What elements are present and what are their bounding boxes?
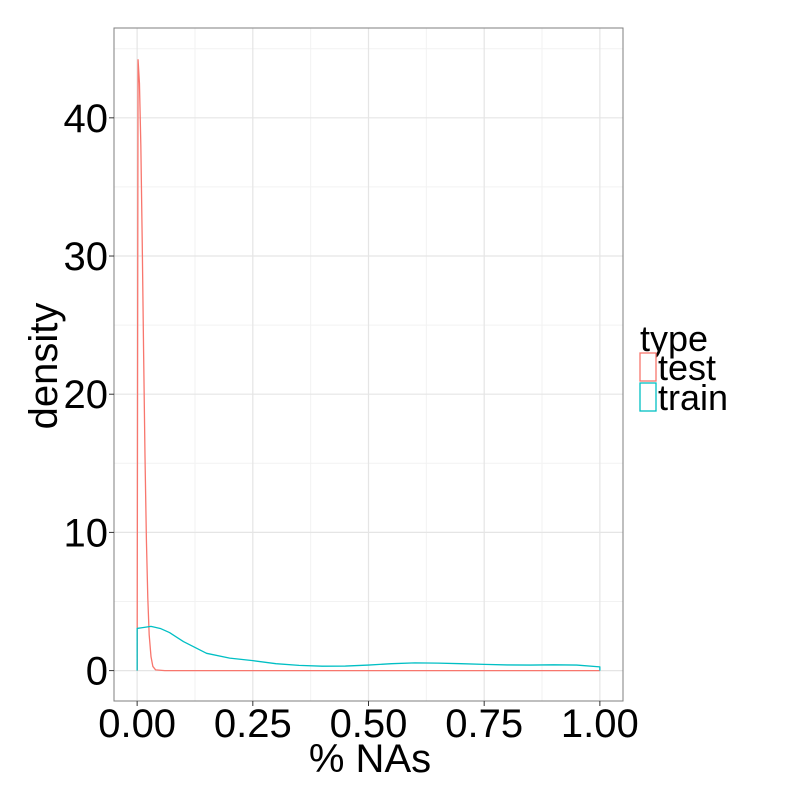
x-tick-label: 1.00 (561, 702, 639, 746)
axis-ticks: 0.00 0.25 0.50 0.75 1.00 0 10 20 30 40 (64, 97, 639, 746)
x-tick-label: 0.00 (98, 702, 176, 746)
y-tick-label: 30 (64, 235, 109, 279)
x-tick-label: 0.25 (214, 702, 292, 746)
y-tick-label: 40 (64, 97, 109, 141)
y-tick-label: 0 (86, 650, 108, 694)
legend-item-train: train (639, 377, 728, 418)
legend-key-train (639, 382, 657, 412)
density-curves (136, 59, 601, 672)
x-axis-title: % NAs (309, 737, 431, 781)
legend-label-test: test (658, 347, 716, 388)
y-tick-label: 20 (64, 373, 109, 417)
legend-title: type (640, 318, 708, 359)
legend-label-train: train (658, 377, 728, 418)
x-tick-label: 0.75 (445, 702, 523, 746)
legend-key-test (639, 352, 657, 382)
y-tick-label: 10 (64, 511, 109, 555)
y-axis-title: density (22, 303, 66, 430)
x-tick-label: 0.50 (330, 702, 408, 746)
series-line-train (136, 625, 601, 671)
legend-item-test: test (639, 347, 716, 388)
series-line-test (136, 59, 600, 672)
